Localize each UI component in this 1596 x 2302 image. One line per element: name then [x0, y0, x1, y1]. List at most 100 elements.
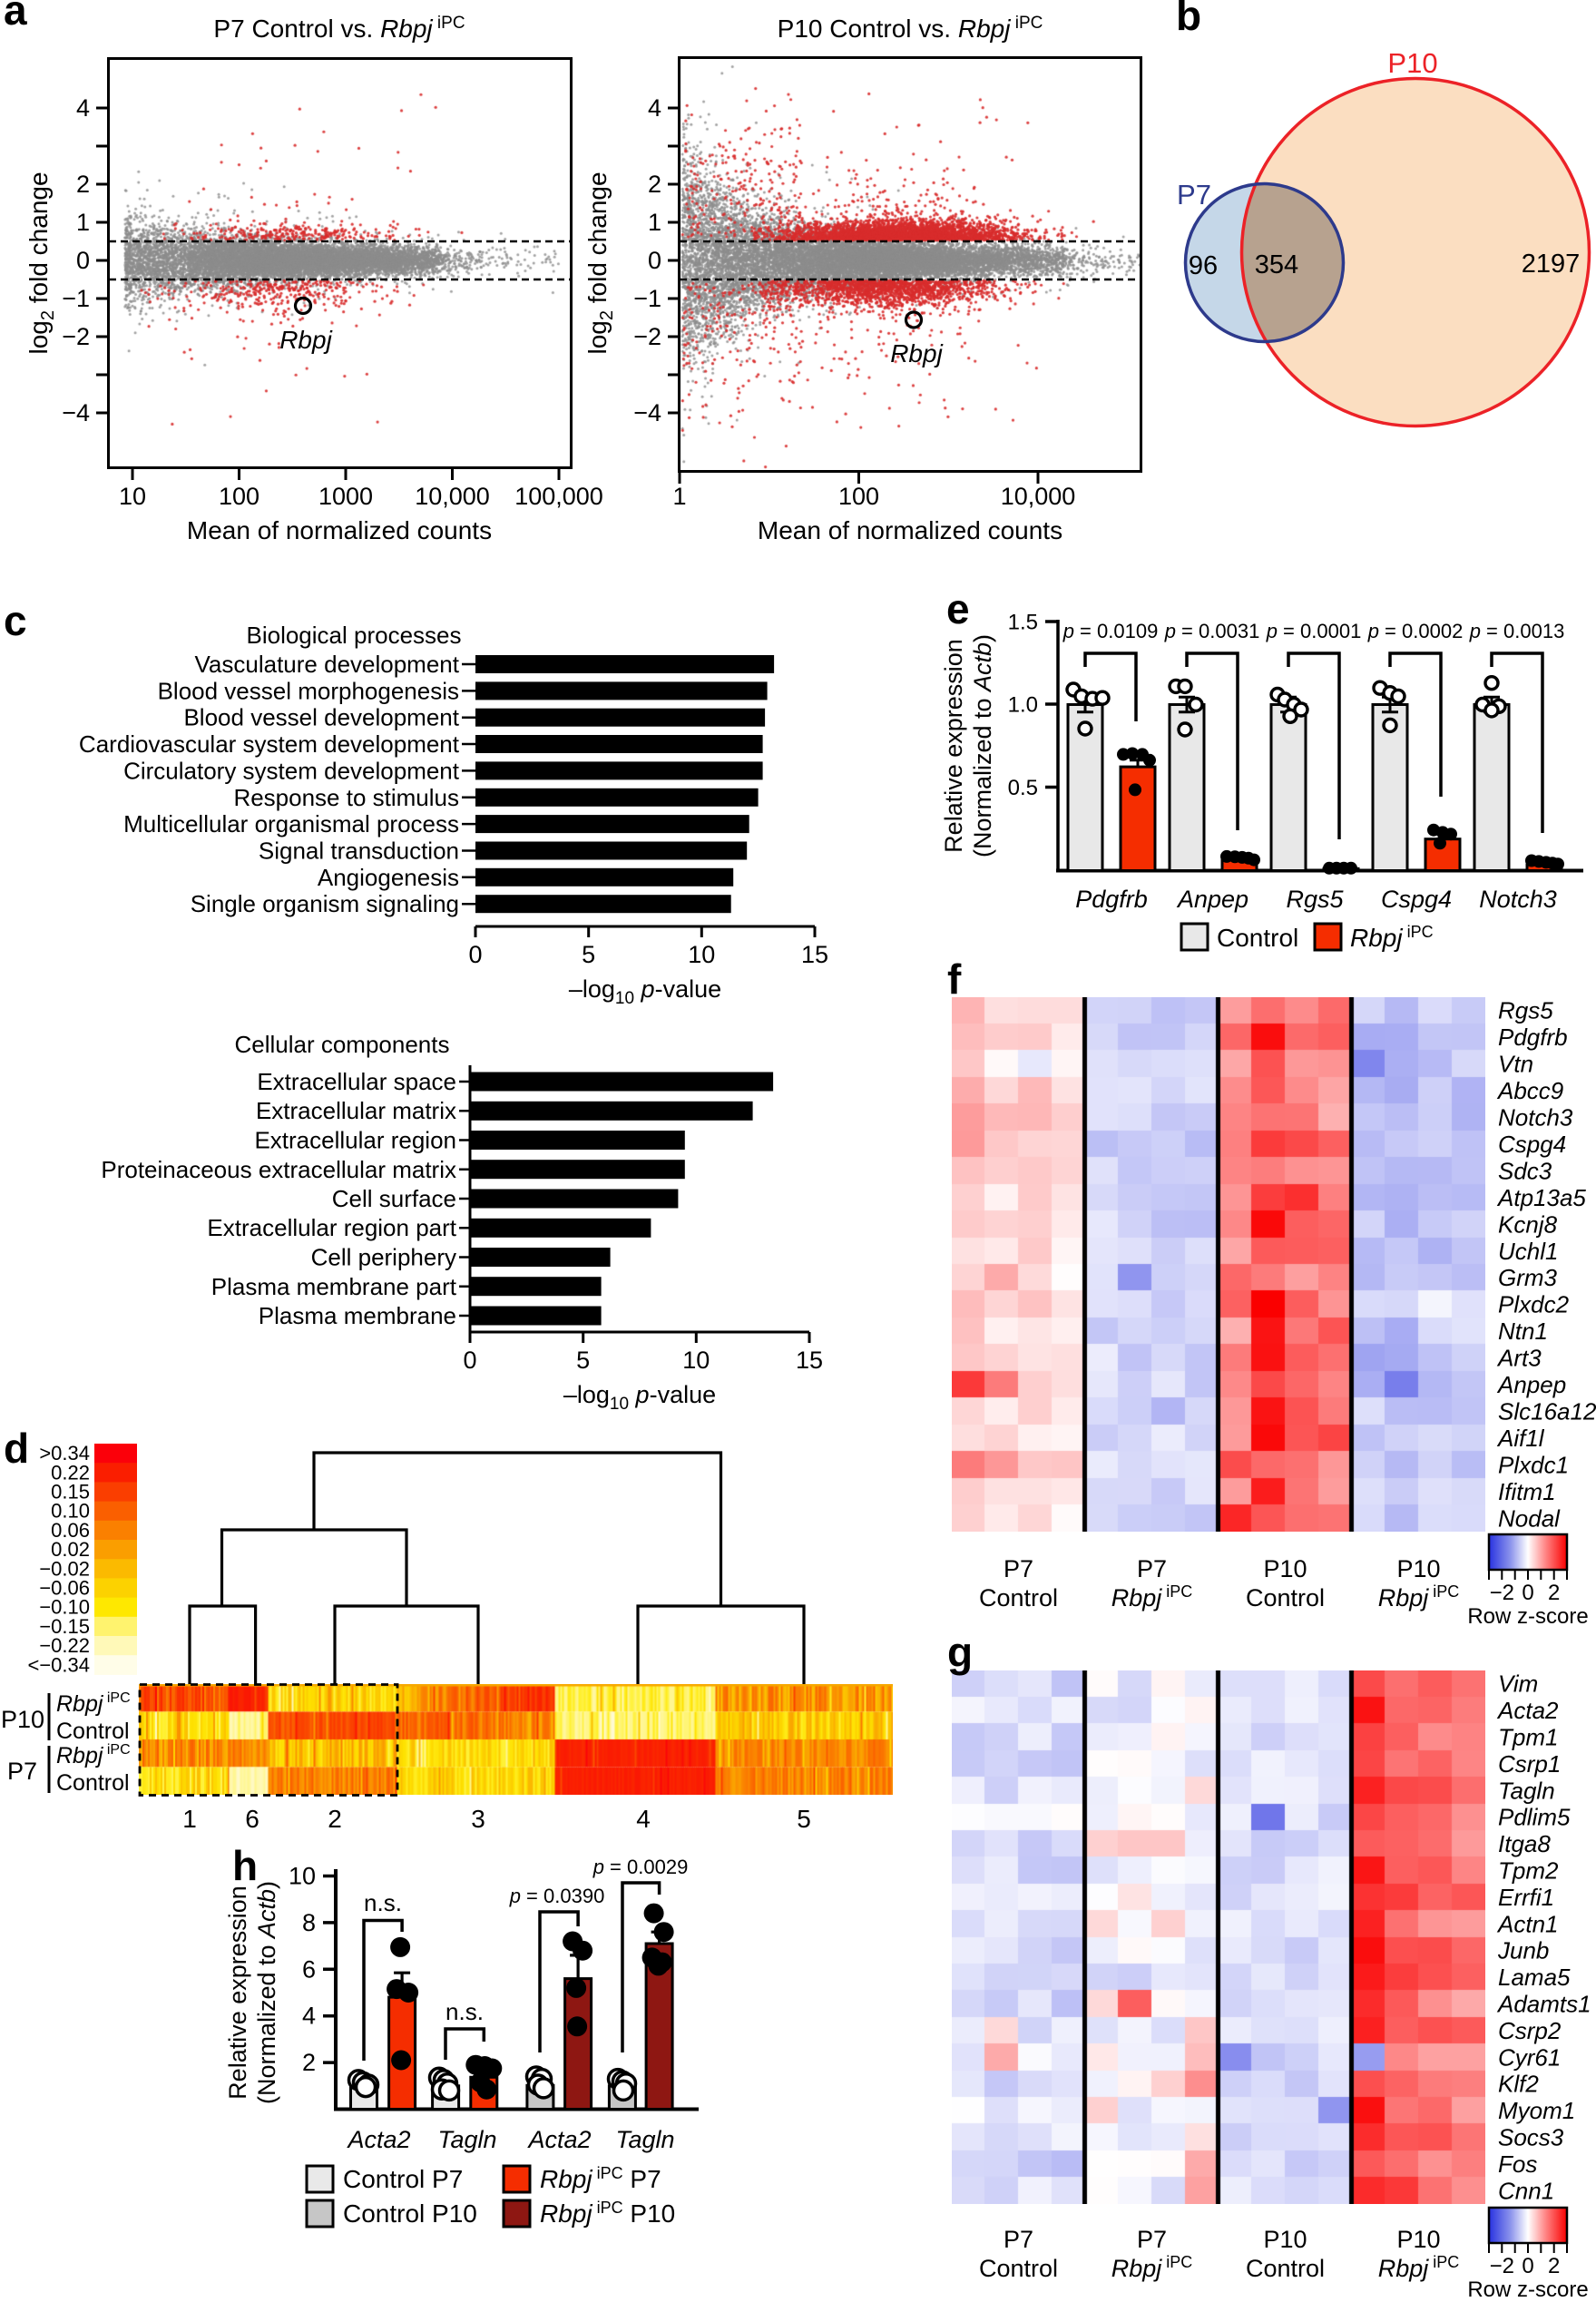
svg-text:p = 0.0390: p = 0.0390 — [509, 1885, 605, 1907]
svg-text:Sdc3: Sdc3 — [1498, 1157, 1552, 1184]
svg-text:0.22: 0.22 — [51, 1461, 90, 1484]
svg-text:Biological processes: Biological processes — [246, 622, 461, 649]
svg-text:2197: 2197 — [1522, 250, 1581, 279]
svg-text:Ntn1: Ntn1 — [1498, 1318, 1548, 1345]
svg-text:Multicellular organismal proce: Multicellular organismal process — [123, 810, 459, 838]
svg-text:5: 5 — [576, 1347, 590, 1374]
svg-text:Row z-score: Row z-score — [1467, 1604, 1588, 1629]
svg-text:P7: P7 — [1137, 2226, 1167, 2253]
svg-text:Lama5: Lama5 — [1498, 1964, 1571, 1991]
svg-text:–log10 p-value: –log10 p-value — [569, 975, 721, 1008]
svg-text:Uchl1: Uchl1 — [1498, 1238, 1558, 1265]
svg-text:Rbpj iPC: Rbpj iPC — [1378, 1582, 1460, 1611]
svg-text:Rbpj iPC: Rbpj iPC — [1111, 1582, 1193, 1611]
svg-text:Myom1: Myom1 — [1498, 2097, 1575, 2124]
svg-text:Slc16a12: Slc16a12 — [1498, 1398, 1596, 1425]
svg-text:Extracellular region: Extracellular region — [254, 1127, 456, 1154]
svg-text:g: g — [947, 1629, 973, 1676]
svg-text:100,000: 100,000 — [514, 483, 603, 510]
svg-text:p = 0.0002: p = 0.0002 — [1367, 620, 1464, 642]
svg-text:Errfi1: Errfi1 — [1498, 1884, 1554, 1911]
svg-text:Csrp2: Csrp2 — [1498, 2017, 1562, 2044]
svg-text:−0.06: −0.06 — [39, 1577, 90, 1600]
svg-text:−0.15: −0.15 — [39, 1615, 90, 1638]
svg-text:f: f — [947, 955, 962, 1003]
svg-text:10,000: 10,000 — [415, 483, 490, 510]
svg-text:Rbpj iPC P10: Rbpj iPC P10 — [540, 2199, 675, 2228]
svg-text:0.02: 0.02 — [51, 1538, 90, 1561]
svg-text:0.15: 0.15 — [51, 1481, 90, 1504]
svg-text:Proteinaceous extracellular ma: Proteinaceous extracellular matrix — [101, 1156, 456, 1183]
svg-text:6: 6 — [302, 1955, 316, 1983]
svg-text:10: 10 — [119, 483, 146, 510]
svg-text:Rgs5: Rgs5 — [1498, 997, 1553, 1024]
svg-text:Cell surface: Cell surface — [332, 1185, 456, 1212]
svg-text:Kcnj8: Kcnj8 — [1498, 1210, 1558, 1238]
svg-text:0: 0 — [463, 1347, 476, 1374]
svg-text:0.10: 0.10 — [51, 1500, 90, 1523]
svg-text:Rbpj iPC P7: Rbpj iPC P7 — [540, 2164, 661, 2193]
svg-text:2: 2 — [302, 2049, 316, 2076]
svg-text:n.s.: n.s. — [446, 1998, 484, 2025]
svg-text:Cnn1: Cnn1 — [1498, 2177, 1554, 2204]
svg-text:(Normalized to Actb): (Normalized to Actb) — [969, 634, 996, 857]
svg-text:96: 96 — [1189, 251, 1218, 280]
svg-text:Plasma membrane: Plasma membrane — [259, 1302, 456, 1329]
svg-text:Notch3: Notch3 — [1479, 886, 1557, 913]
svg-text:100: 100 — [838, 483, 879, 510]
svg-text:Angiogenesis: Angiogenesis — [318, 864, 459, 891]
svg-text:p = 0.0031: p = 0.0031 — [1164, 620, 1260, 642]
svg-text:P7: P7 — [1177, 179, 1211, 211]
svg-text:−2: −2 — [1490, 1581, 1514, 1605]
svg-text:1: 1 — [672, 483, 686, 510]
svg-text:Pdgfrb: Pdgfrb — [1498, 1024, 1568, 1051]
svg-text:15: 15 — [796, 1347, 823, 1374]
svg-text:Row z-score: Row z-score — [1467, 2278, 1588, 2302]
svg-text:a: a — [4, 0, 27, 34]
svg-text:Plasma membrane part: Plasma membrane part — [211, 1273, 457, 1300]
svg-text:P10 Control vs. Rbpj iPC: P10 Control vs. Rbpj iPC — [778, 14, 1043, 43]
svg-text:Tpm1: Tpm1 — [1498, 1724, 1558, 1751]
svg-text:d: d — [4, 1425, 29, 1472]
svg-text:Relative expression: Relative expression — [224, 1886, 251, 2100]
svg-text:1: 1 — [76, 209, 90, 236]
svg-text:Control P10: Control P10 — [343, 2199, 477, 2228]
svg-text:Vasculature development: Vasculature development — [195, 651, 460, 678]
svg-text:Grm3: Grm3 — [1498, 1264, 1558, 1291]
svg-text:Acta2: Acta2 — [346, 2126, 410, 2153]
svg-text:log2 fold change: log2 fold change — [24, 171, 58, 354]
svg-text:2: 2 — [328, 1805, 342, 1833]
svg-text:−4: −4 — [633, 399, 661, 426]
svg-text:Control: Control — [56, 1770, 130, 1796]
svg-text:10,000: 10,000 — [1001, 483, 1076, 510]
svg-text:2: 2 — [648, 171, 661, 198]
svg-text:Cell periphery: Cell periphery — [311, 1244, 456, 1271]
svg-text:Control: Control — [979, 2255, 1058, 2282]
svg-text:Abcc9: Abcc9 — [1496, 1077, 1563, 1104]
svg-text:−1: −1 — [62, 285, 90, 312]
svg-text:Rbpj iPC: Rbpj iPC — [1350, 923, 1434, 952]
svg-text:Relative expression: Relative expression — [940, 639, 967, 853]
svg-text:Cspg4: Cspg4 — [1498, 1131, 1566, 1158]
svg-text:1: 1 — [182, 1805, 197, 1833]
svg-text:1000: 1000 — [318, 483, 373, 510]
svg-text:P10: P10 — [1396, 1555, 1440, 1582]
svg-text:10: 10 — [688, 941, 715, 968]
svg-text:–log10 p-value: –log10 p-value — [563, 1381, 716, 1414]
svg-text:Rgs5: Rgs5 — [1286, 886, 1344, 913]
svg-text:Notch3: Notch3 — [1498, 1104, 1573, 1131]
svg-text:>0.34: >0.34 — [39, 1442, 90, 1464]
svg-text:Atp13a5: Atp13a5 — [1496, 1184, 1586, 1211]
svg-text:0.5: 0.5 — [1008, 776, 1038, 800]
svg-text:−2: −2 — [633, 323, 661, 350]
svg-text:Tagln: Tagln — [437, 2126, 496, 2153]
svg-text:2: 2 — [1548, 1581, 1560, 1605]
svg-text:−0.02: −0.02 — [39, 1557, 90, 1580]
svg-text:10: 10 — [682, 1347, 710, 1374]
svg-text:−4: −4 — [62, 399, 90, 426]
svg-text:−2: −2 — [1490, 2254, 1514, 2278]
svg-text:P7 Control vs. Rbpj iPC: P7 Control vs. Rbpj iPC — [213, 14, 465, 43]
svg-text:0.06: 0.06 — [51, 1519, 90, 1542]
svg-text:2: 2 — [76, 171, 90, 198]
svg-text:P7: P7 — [7, 1758, 37, 1785]
